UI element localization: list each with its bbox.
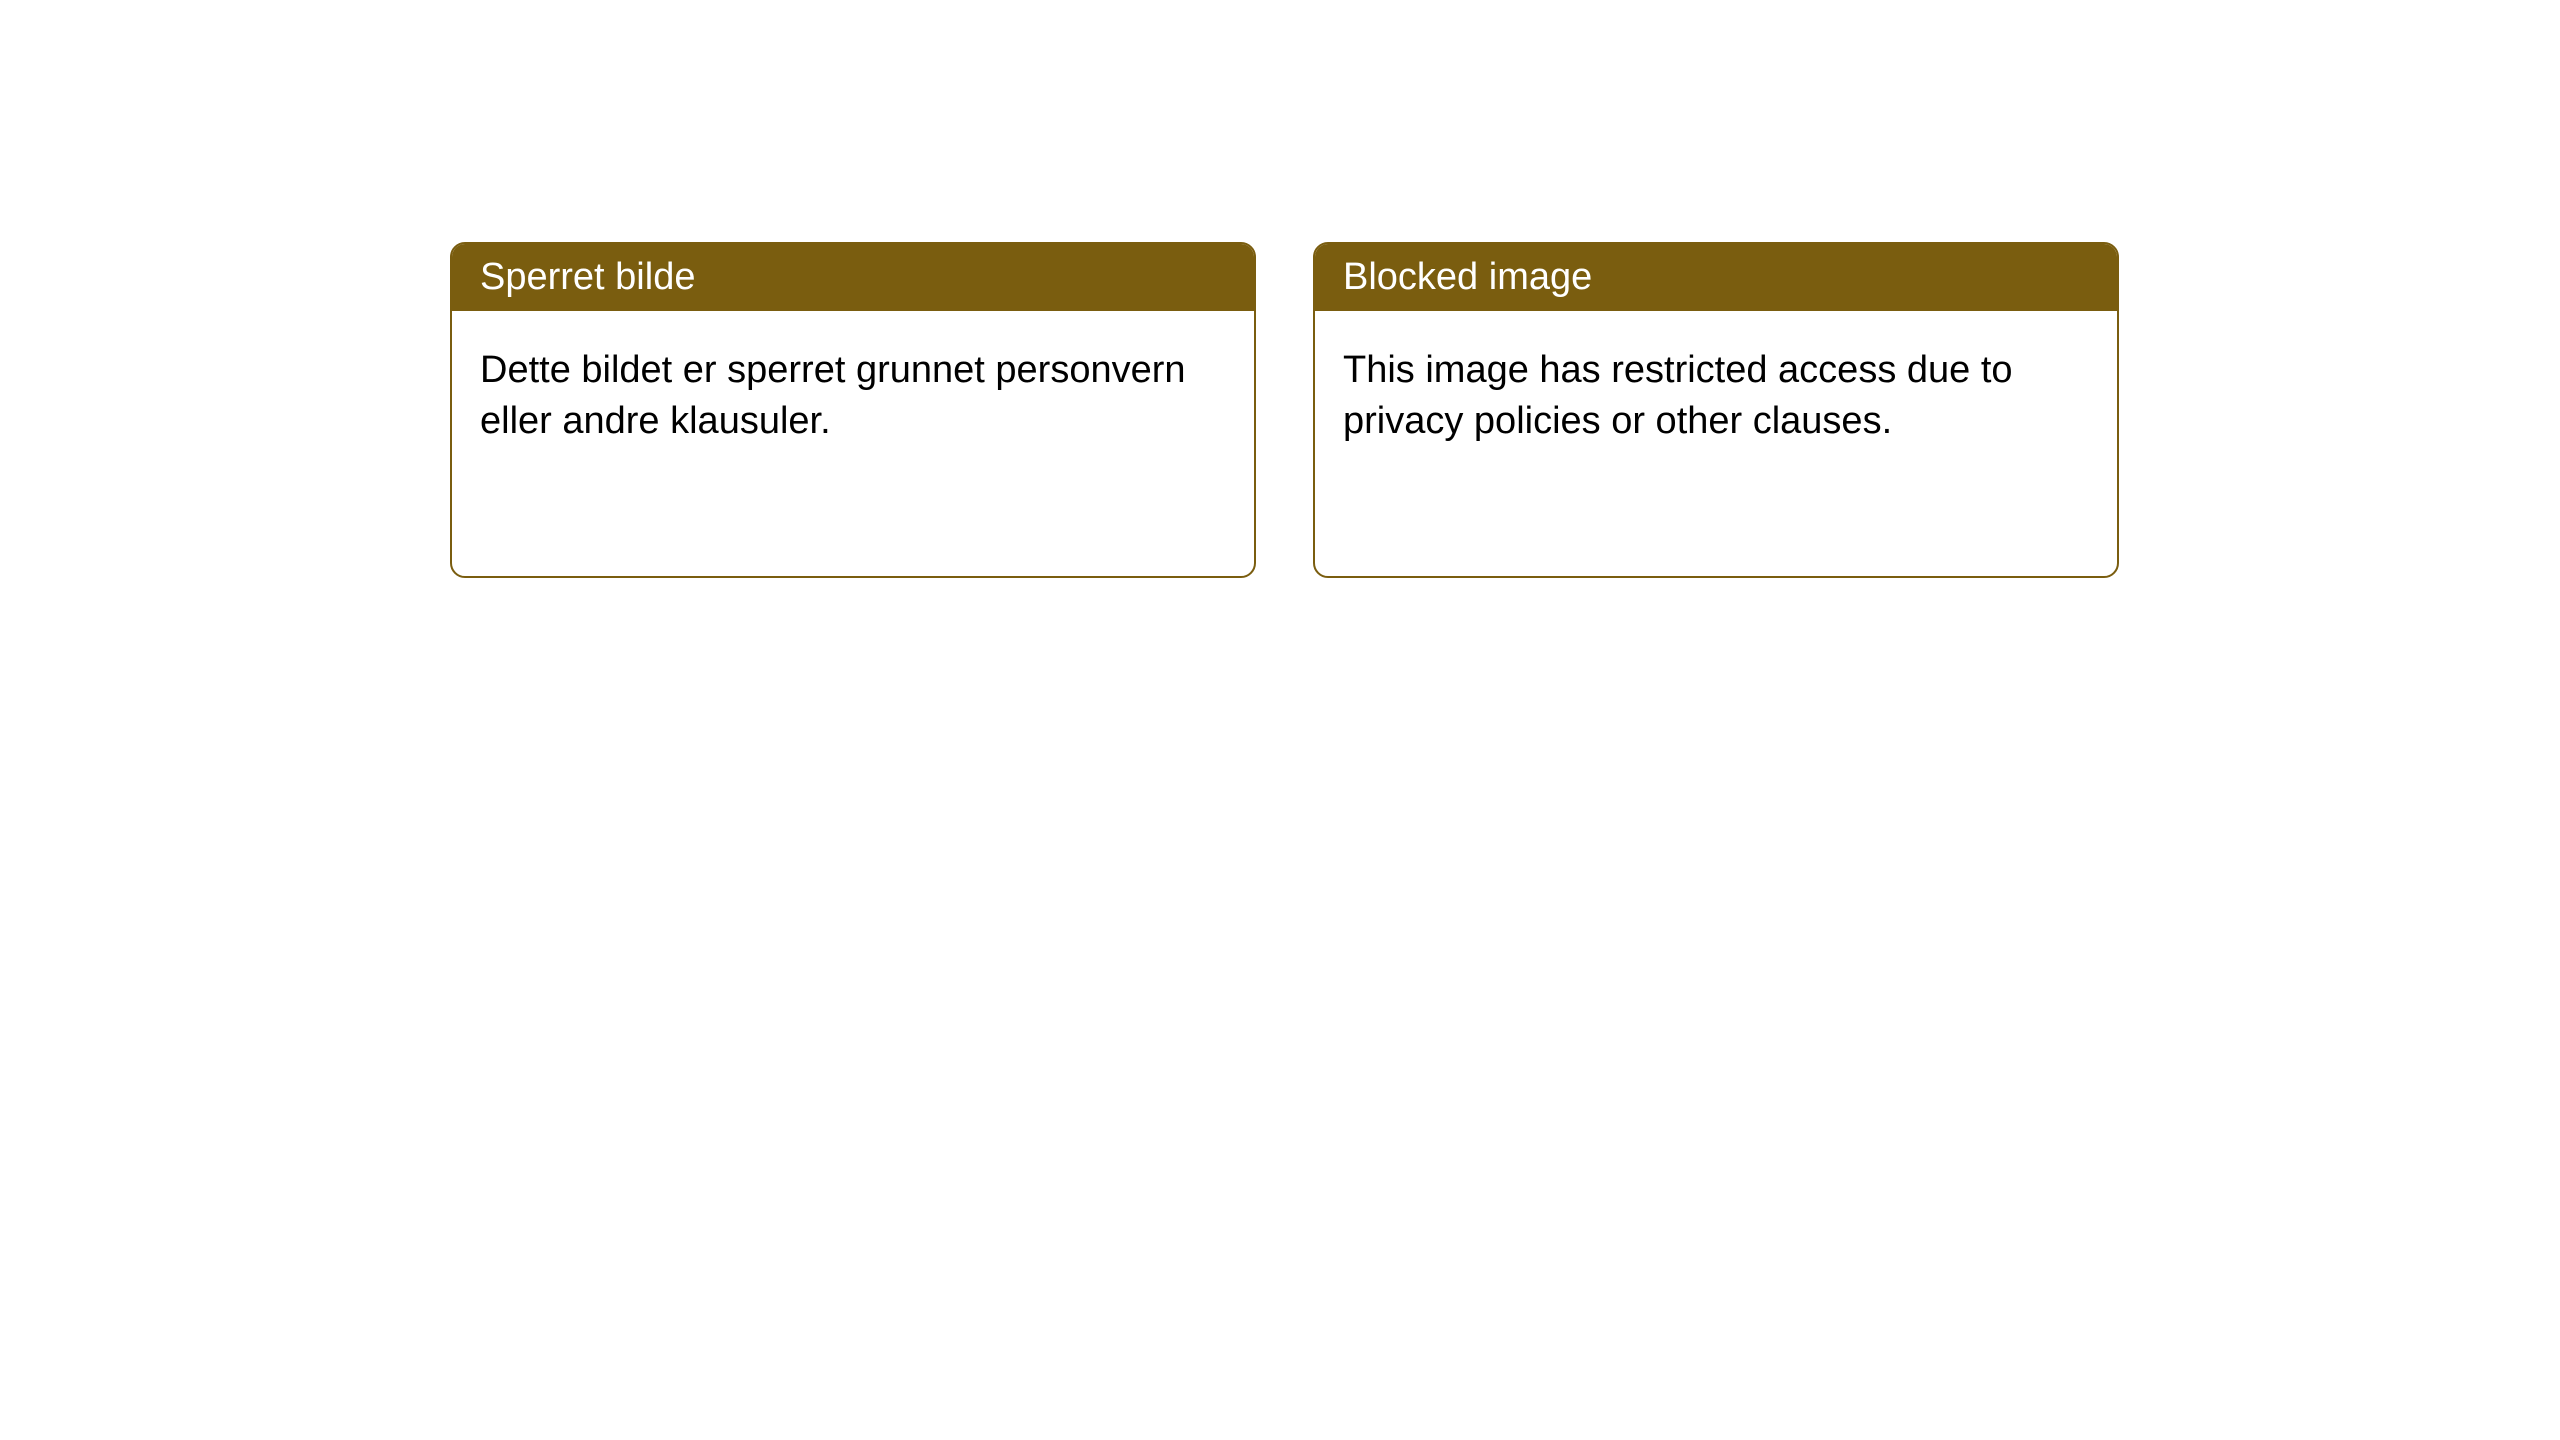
- notice-card-title: Sperret bilde: [452, 244, 1254, 311]
- notice-card-body: Dette bildet er sperret grunnet personve…: [452, 311, 1254, 482]
- notice-card-norwegian: Sperret bilde Dette bildet er sperret gr…: [450, 242, 1256, 578]
- notice-card-title: Blocked image: [1315, 244, 2117, 311]
- notice-card-body: This image has restricted access due to …: [1315, 311, 2117, 482]
- notice-card-english: Blocked image This image has restricted …: [1313, 242, 2119, 578]
- notice-cards-container: Sperret bilde Dette bildet er sperret gr…: [450, 242, 2119, 578]
